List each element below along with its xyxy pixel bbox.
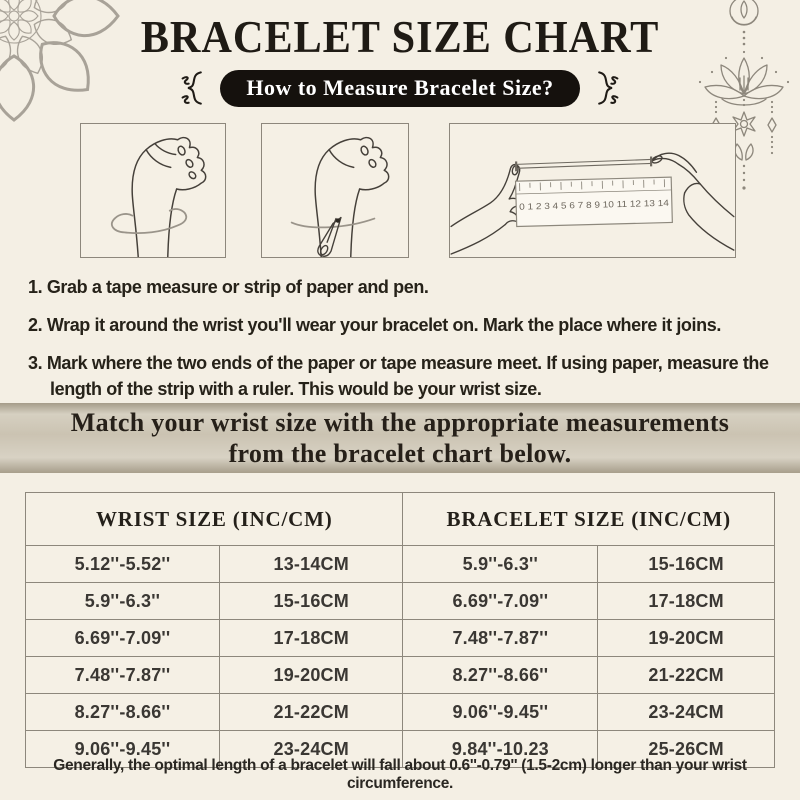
pen-mark-dot — [335, 218, 341, 223]
bracelet-cm: 25-26CM — [597, 730, 775, 768]
bracelet-inches: 8.27''-8.66'' — [402, 656, 599, 694]
table-row: 8.27''-8.66'' 21-22CM 9.06''-9.45'' 23-2… — [25, 693, 775, 731]
ruler-numbers: 0 1 2 3 4 5 6 7 8 9 10 11 12 13 14 — [519, 198, 669, 212]
step-number: 1. — [28, 277, 43, 297]
wrist-inches: 8.27''-8.66'' — [25, 693, 220, 731]
table-row: 6.69''-7.09'' 17-18CM 7.48''-7.87'' 19-2… — [25, 619, 775, 657]
wrist-cm: 13-14CM — [218, 545, 404, 583]
illustration-mark-place — [261, 123, 409, 258]
squiggle-right-icon — [597, 71, 619, 105]
step-text: Mark where the two ends of the paper or … — [46, 353, 769, 399]
table-row: 9.06''-9.45'' 23-24CM 9.84''-10.23 25-26… — [25, 730, 775, 768]
bracelet-cm: 17-18CM — [597, 582, 775, 620]
bracelet-size-header: BRACELET SIZE (INC/CM) — [402, 492, 775, 546]
squiggle-left-icon — [181, 71, 203, 105]
step-item-3: 3. Mark where the two ends of the paper … — [28, 350, 780, 402]
illustration-wrap-wrist — [80, 123, 226, 258]
banner-line-1: Match your wrist size with the appropria… — [70, 408, 730, 437]
wrist-size-header: WRIST SIZE (INC/CM) — [24, 492, 404, 546]
page-title: BRACELET SIZE CHART — [140, 11, 660, 62]
mandala-flower-icon — [0, 0, 120, 122]
step-item-1: 1. Grab a tape measure or strip of paper… — [28, 274, 780, 300]
how-to-measure-badge: How to Measure Bracelet Size? — [220, 69, 580, 107]
step-text: Wrap it around the wrist you'll wear you… — [46, 315, 722, 335]
bracelet-inches: 9.84''-10.23 — [402, 730, 599, 768]
illustration-measure-ruler: 0 1 2 3 4 5 6 7 8 9 10 11 12 13 14 — [449, 123, 736, 258]
bracelet-inches: 9.06''-9.45'' — [402, 693, 599, 731]
step-item-2: 2. Wrap it around the wrist you'll wear … — [28, 312, 780, 338]
bracelet-cm: 19-20CM — [597, 619, 775, 657]
measure-steps-list: 1. Grab a tape measure or strip of paper… — [28, 274, 780, 414]
wrist-cm: 15-16CM — [218, 582, 404, 620]
bracelet-cm: 21-22CM — [597, 656, 775, 694]
bracelet-inches: 7.48''-7.87'' — [402, 619, 599, 657]
hand-with-tape-icon — [111, 136, 207, 257]
step-number: 3. — [28, 353, 43, 373]
table-row: 5.9''-6.3'' 15-16CM 6.69''-7.09'' 17-18C… — [25, 582, 775, 620]
wrist-cm: 21-22CM — [218, 693, 404, 731]
banner-line-2: from the bracelet chart below. — [228, 439, 572, 468]
lotus-ornament-icon — [698, 0, 790, 190]
badge-row: How to Measure Bracelet Size? — [0, 68, 800, 108]
wrist-inches: 9.06''-9.45'' — [25, 730, 220, 768]
wrist-cm: 17-18CM — [218, 619, 404, 657]
hands-with-ruler-icon: 0 1 2 3 4 5 6 7 8 9 10 11 12 13 14 — [450, 152, 735, 255]
wrist-inches: 7.48''-7.87'' — [25, 656, 220, 694]
hand-with-pen-icon — [290, 136, 390, 257]
bracelet-inches: 6.69''-7.09'' — [402, 582, 599, 620]
table-header-row: WRIST SIZE (INC/CM) BRACELET SIZE (INC/C… — [24, 492, 775, 546]
wrist-inches: 5.12''-5.52'' — [25, 545, 220, 583]
size-chart-table: WRIST SIZE (INC/CM) BRACELET SIZE (INC/C… — [24, 492, 775, 768]
wrist-cm: 23-24CM — [218, 730, 404, 768]
wrist-inches: 5.9''-6.3'' — [25, 582, 220, 620]
ruler: 0 1 2 3 4 5 6 7 8 9 10 11 12 13 14 — [514, 176, 673, 228]
bracelet-inches: 5.9''-6.3'' — [402, 545, 599, 583]
wrist-cm: 19-20CM — [218, 656, 404, 694]
bracelet-cm: 15-16CM — [597, 545, 775, 583]
table-row: 5.12''-5.52'' 13-14CM 5.9''-6.3'' 15-16C… — [25, 545, 775, 583]
step-text: Grab a tape measure or strip of paper an… — [46, 277, 429, 297]
wrist-inches: 6.69''-7.09'' — [25, 619, 220, 657]
bracelet-cm: 23-24CM — [597, 693, 775, 731]
step-number: 2. — [28, 315, 43, 335]
table-row: 7.48''-7.87'' 19-20CM 8.27''-8.66'' 21-2… — [25, 656, 775, 694]
footer-note: Generally, the optimal length of a brace… — [53, 757, 747, 792]
match-size-banner: Match your wrist size with the appropria… — [0, 403, 800, 473]
